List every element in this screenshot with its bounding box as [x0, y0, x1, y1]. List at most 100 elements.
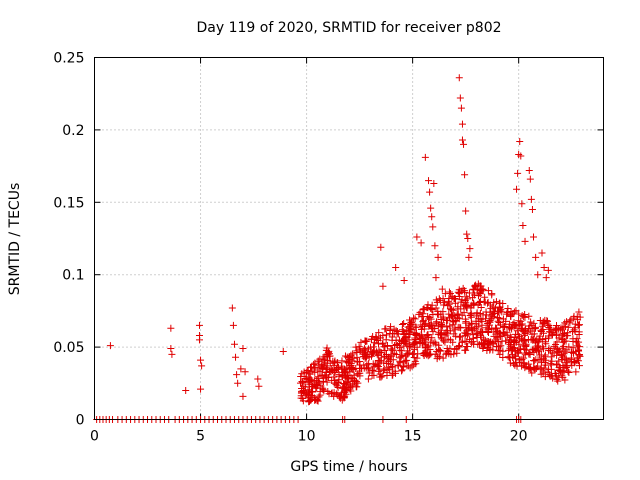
data-point	[364, 350, 372, 358]
data-point	[513, 327, 521, 335]
data-point	[549, 331, 556, 339]
data-point	[412, 323, 420, 331]
data-point	[389, 346, 397, 354]
data-point	[530, 233, 538, 241]
data-point	[553, 375, 561, 383]
data-point	[314, 382, 322, 390]
data-point	[458, 120, 466, 128]
data-point	[495, 329, 503, 337]
data-point	[360, 364, 368, 372]
data-point	[511, 355, 519, 363]
data-point	[198, 362, 206, 370]
data-point	[442, 316, 450, 324]
data-point	[404, 362, 412, 370]
data-point	[567, 316, 575, 324]
data-point	[446, 322, 454, 330]
data-point	[392, 351, 400, 359]
data-point	[458, 311, 466, 319]
data-point	[521, 326, 529, 334]
data-point	[402, 333, 410, 341]
data-point	[455, 286, 463, 294]
data-point	[364, 375, 372, 383]
data-point	[424, 312, 432, 320]
data-point	[323, 378, 331, 386]
data-point	[279, 347, 287, 355]
y-tick-label: 0.05	[53, 340, 84, 356]
data-point	[482, 315, 490, 323]
data-point	[410, 350, 418, 358]
data-point	[330, 362, 338, 370]
data-point	[465, 289, 473, 297]
data-point	[575, 321, 583, 329]
data-point	[392, 263, 400, 271]
data-point	[346, 385, 354, 393]
data-point	[508, 325, 516, 333]
data-point	[478, 321, 486, 329]
data-point	[516, 137, 524, 145]
data-point	[355, 343, 363, 351]
data-point	[406, 316, 414, 324]
data-point	[321, 371, 329, 379]
data-point	[432, 274, 440, 282]
data-point	[334, 379, 342, 387]
data-point	[528, 325, 536, 333]
data-point	[496, 332, 504, 340]
data-point	[341, 366, 349, 374]
data-point	[574, 346, 582, 354]
data-point	[533, 344, 541, 352]
data-point	[501, 322, 509, 330]
data-point	[444, 335, 452, 343]
data-point	[433, 318, 441, 326]
data-point	[254, 375, 262, 383]
data-point	[427, 338, 435, 346]
data-point	[239, 345, 247, 353]
data-point	[167, 324, 175, 332]
data-point	[344, 357, 352, 365]
data-point	[325, 347, 333, 355]
data-point	[335, 376, 343, 384]
data-point	[167, 345, 175, 353]
data-point	[466, 245, 474, 253]
y-tick-label: 0.15	[53, 195, 84, 211]
data-point	[520, 327, 528, 335]
data-point	[479, 345, 487, 353]
data-point	[499, 315, 507, 323]
data-point	[331, 366, 339, 374]
data-point	[494, 308, 502, 316]
data-point	[575, 331, 583, 339]
data-point	[387, 323, 395, 331]
data-point	[319, 365, 327, 373]
data-point	[455, 333, 463, 341]
y-tick-label: 0	[76, 413, 85, 429]
data-point	[338, 389, 346, 397]
data-point	[317, 382, 325, 390]
data-point	[525, 364, 533, 372]
data-point	[374, 352, 382, 360]
data-point	[557, 366, 565, 374]
data-point	[426, 188, 434, 196]
data-point	[561, 355, 569, 363]
data-point	[502, 337, 510, 345]
data-point	[350, 378, 358, 386]
data-point	[442, 329, 450, 337]
data-point	[531, 366, 539, 374]
data-point	[364, 365, 372, 373]
data-point	[514, 349, 522, 357]
data-point	[422, 319, 430, 327]
data-point	[576, 343, 584, 351]
data-point	[399, 363, 407, 371]
data-point	[255, 382, 263, 390]
plot-frame	[94, 57, 604, 420]
y-tick-label: 0.25	[53, 51, 84, 67]
ticks-layer: 0 0.05 0.1 0.15 0.2 0.25 0 5 10 15 20	[53, 51, 604, 445]
data-point	[416, 308, 424, 316]
data-point	[510, 308, 518, 316]
data-point	[476, 297, 484, 305]
data-point	[347, 351, 355, 359]
data-point	[398, 366, 406, 374]
data-point	[547, 361, 555, 369]
data-point	[439, 354, 447, 362]
chart-title: Day 119 of 2020, SRMTID for receiver p80…	[196, 20, 501, 36]
data-point	[452, 316, 460, 324]
data-point	[564, 329, 572, 337]
